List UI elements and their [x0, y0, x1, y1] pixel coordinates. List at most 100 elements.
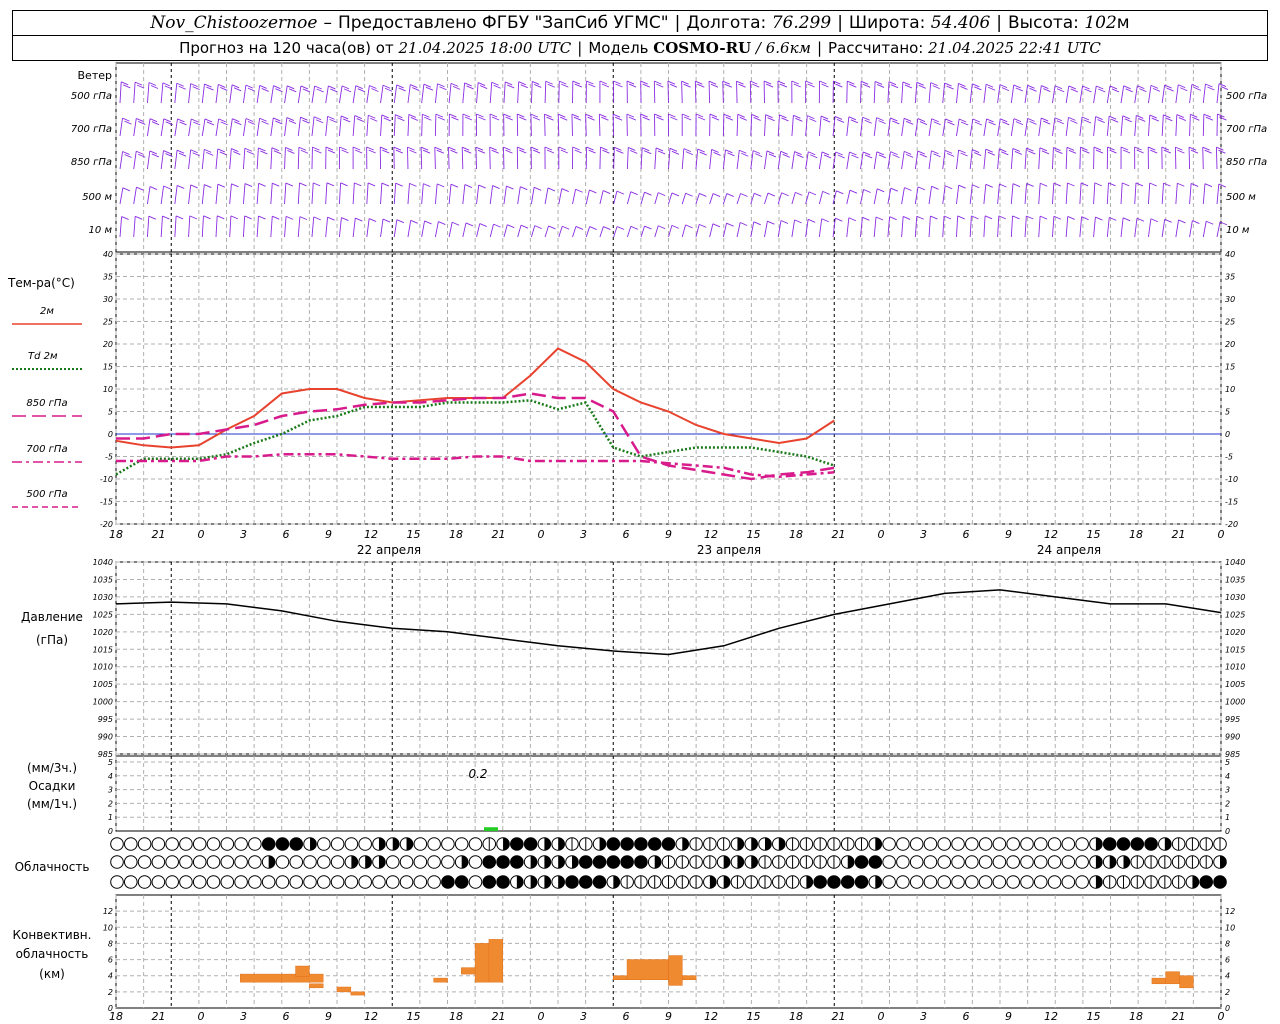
wind-barb-staff: [983, 184, 987, 205]
wind-barb-flag: [974, 152, 982, 156]
wind-barb: [174, 82, 186, 104]
cloud-symbol: [330, 837, 345, 851]
cloud-symbol: [110, 855, 124, 869]
wind-barb: [557, 113, 568, 137]
wind-barb-staff: [572, 226, 577, 238]
calc-label: Рассчитано:: [828, 39, 924, 57]
y-tick-label: 985: [98, 750, 113, 759]
cloud-symbol: [785, 837, 800, 851]
wind-barb-flag: [1190, 183, 1199, 187]
wind-barb-staff: [1079, 182, 1082, 205]
wind-barb-flag: [657, 150, 666, 155]
cloud-symbol: [317, 875, 331, 889]
wind-barb-flag: [138, 153, 146, 158]
cloud-circle: [427, 875, 441, 889]
wind-barb: [997, 84, 1010, 104]
cloud-circle: [827, 875, 841, 889]
cloud-symbol: [578, 837, 593, 851]
wind-barb-flag: [602, 149, 610, 154]
wind-barb: [653, 80, 664, 104]
wind-barb-flag: [1122, 182, 1130, 187]
day-label: 24 апреля: [1037, 543, 1101, 557]
conv-cloud-bar: [240, 973, 282, 983]
wind-barb: [1079, 85, 1092, 104]
wind-barb: [873, 188, 885, 205]
cloud-symbol: [703, 837, 717, 851]
wind-barb-staff: [887, 188, 892, 205]
wind-barb: [1189, 83, 1202, 104]
wind-barb-staff: [1175, 219, 1179, 238]
wind-barb-staff: [215, 118, 220, 137]
wind-barb: [1189, 220, 1200, 238]
cloud-half: [406, 837, 413, 851]
precip-y-tick-right: 2: [1225, 799, 1230, 808]
wind-barb-staff: [503, 81, 506, 104]
wind-barb-staff: [969, 118, 974, 137]
wind-barb-flag: [904, 84, 913, 89]
wind-barb-flag: [206, 86, 214, 91]
wind-barb: [174, 149, 187, 170]
y-tick-label: 985: [1225, 750, 1240, 759]
wind-barb-staff: [434, 221, 439, 238]
cloud-half: [1220, 855, 1227, 869]
wind-barb-staff: [613, 226, 618, 238]
wind-barb-flag: [1180, 87, 1188, 92]
wind-barb: [1134, 217, 1145, 238]
wind-barb-flag: [984, 215, 993, 220]
wind-barb-flag: [177, 118, 185, 123]
wind-barb-flag: [971, 215, 979, 220]
cloud-symbol: [634, 875, 648, 889]
wind-barb: [1010, 183, 1021, 205]
wind-barb-flag: [930, 215, 938, 220]
wind-barb: [777, 114, 789, 137]
wind-barb: [352, 217, 363, 238]
wind-barb: [325, 182, 335, 205]
wind-barb: [983, 183, 994, 205]
cloud-symbol: [317, 837, 331, 851]
wind-barb: [736, 80, 746, 104]
altitude-label: Высота:: [1008, 13, 1079, 33]
wind-barb-flag: [475, 146, 484, 151]
wind-barb: [969, 215, 979, 238]
wind-barb-staff: [338, 182, 342, 205]
cloud-symbol: [1006, 875, 1020, 889]
wind-barb-flag: [905, 153, 914, 158]
cloud-symbol: [1144, 855, 1158, 869]
cloud-circle: [317, 837, 331, 851]
cloud-symbol: [896, 855, 910, 869]
cloud-symbol: [261, 875, 276, 889]
wind-barb-flag: [479, 223, 487, 227]
cloud-symbol: [937, 837, 952, 851]
cloud-symbol: [165, 875, 179, 889]
wind-barb-staff: [668, 148, 671, 170]
wind-barb: [297, 85, 311, 104]
wind-barb: [160, 82, 173, 104]
wind-barb-flag: [837, 154, 845, 159]
wind-barb-flag: [409, 182, 417, 187]
cloud-symbol: [413, 855, 428, 869]
wind-barb-staff: [393, 219, 398, 238]
wind-barb-staff: [722, 149, 726, 170]
wind-barb-flag: [437, 116, 446, 121]
wind-barb-flag: [354, 182, 362, 187]
cloud-half: [875, 837, 882, 851]
wind-barb-staff: [764, 221, 768, 238]
wind-barb-staff: [407, 114, 410, 137]
wind-barb-staff: [530, 187, 535, 205]
x-tick-label-bottom: 9: [665, 1010, 672, 1023]
cloud-circle: [358, 837, 372, 851]
cloud-half: [1095, 875, 1103, 889]
cloud-circle: [165, 855, 179, 869]
wind-barb-flag: [641, 147, 650, 152]
wind-barb-flag: [448, 146, 456, 151]
wind-barb-flag: [479, 85, 488, 89]
wind-barb-flag: [517, 113, 525, 118]
wind-barb-flag: [489, 113, 498, 118]
wind-barb-flag: [780, 220, 789, 224]
wind-barb: [311, 85, 324, 104]
conv-cloud-bar: [668, 955, 683, 986]
precip-y-tick-right: 0: [1225, 827, 1230, 836]
cloud-circle: [868, 855, 883, 869]
wind-barb-staff: [818, 151, 823, 170]
cloud-circle: [1033, 837, 1048, 851]
